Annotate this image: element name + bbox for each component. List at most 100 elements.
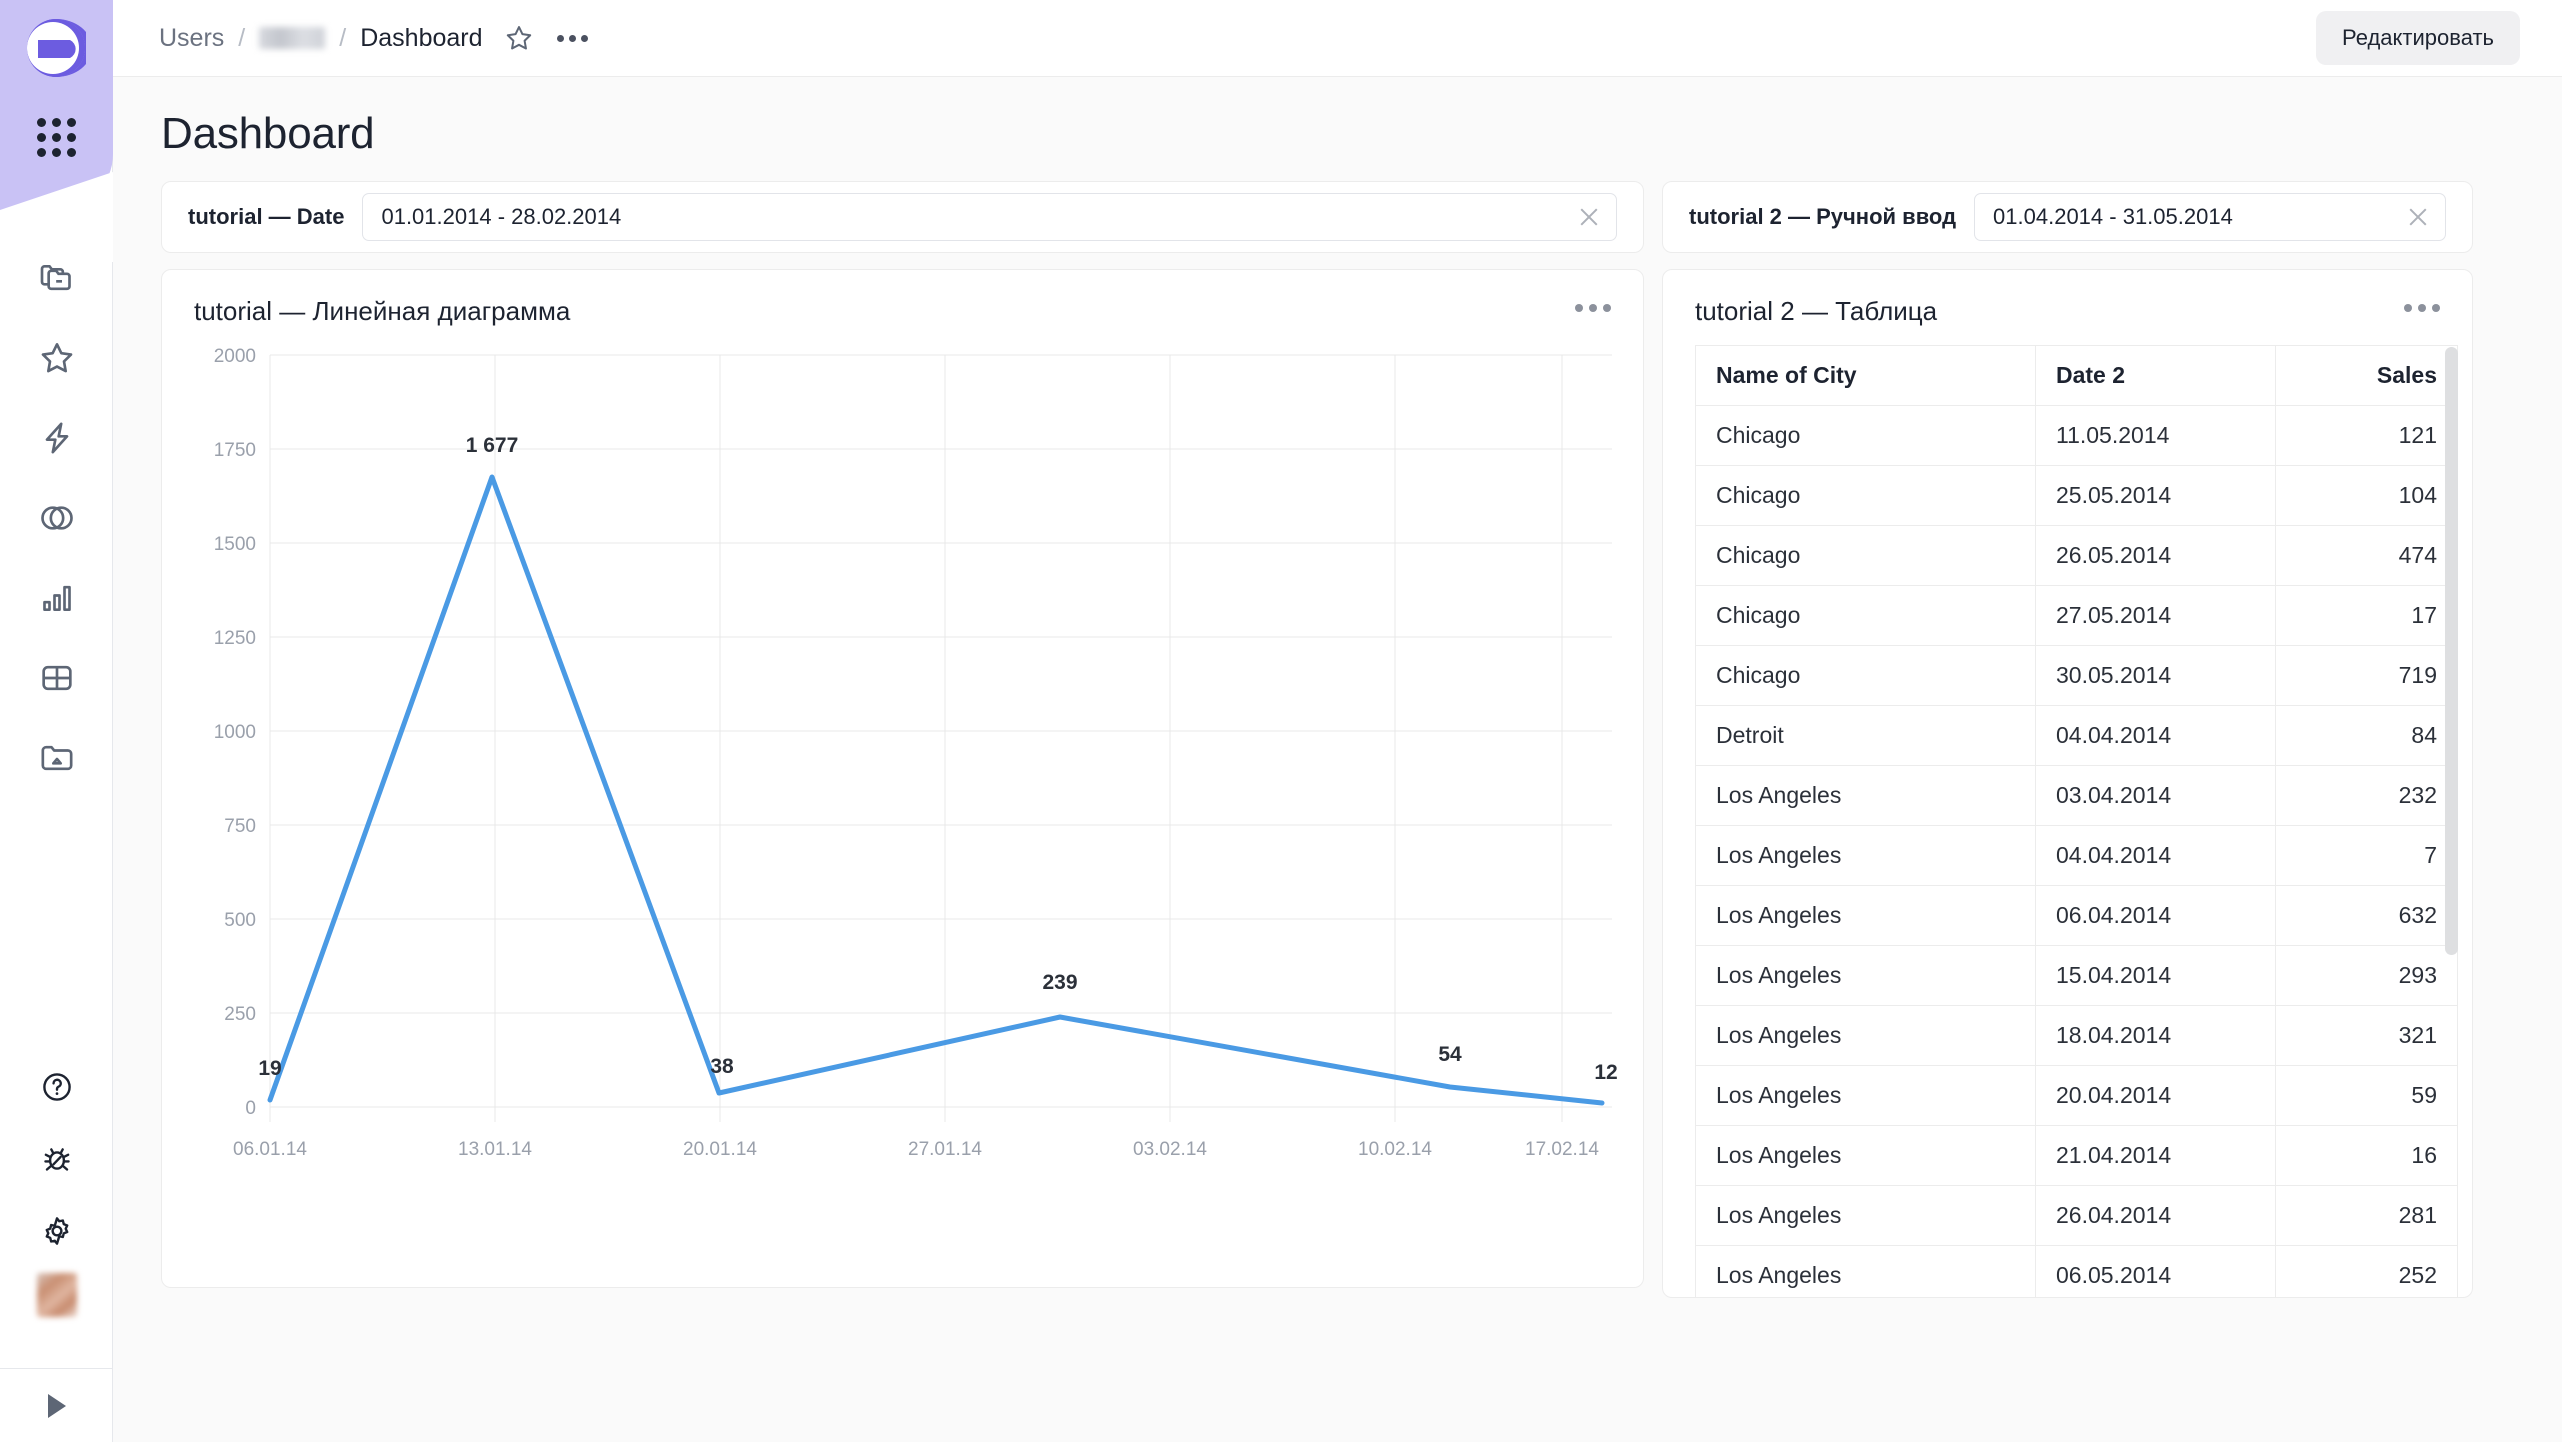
svg-text:500: 500 bbox=[224, 910, 256, 931]
table-body: Chicago 11.05.2014 121 Chicago 25.05.2014 104… bbox=[1695, 405, 2458, 1297]
sidebar-item-quick[interactable] bbox=[0, 398, 113, 478]
sidebar-item-favorites[interactable] bbox=[0, 318, 113, 398]
cell-sales: 84 bbox=[2275, 705, 2458, 766]
filter-input[interactable]: 01.01.2014 - 28.02.2014 bbox=[362, 193, 1617, 241]
table-row[interactable]: Chicago 25.05.2014 104 bbox=[1695, 465, 2458, 526]
sidebar-item-tables[interactable] bbox=[0, 638, 113, 718]
column-header-city[interactable]: Name of City bbox=[1695, 345, 2036, 406]
line-chart: 2000 1750 1500 1250 1000 750 500 250 0 bbox=[162, 337, 1643, 1287]
avatar[interactable] bbox=[0, 1273, 113, 1317]
cell-city: Detroit bbox=[1695, 705, 2036, 766]
table-row[interactable]: Los Angeles 21.04.2014 16 bbox=[1695, 1125, 2458, 1186]
table-row[interactable]: Los Angeles 03.04.2014 232 bbox=[1695, 765, 2458, 826]
cell-city: Los Angeles bbox=[1695, 765, 2036, 826]
table-row[interactable]: Chicago 27.05.2014 17 bbox=[1695, 585, 2458, 646]
filter-manual-input: tutorial 2 — Ручной ввод 01.04.2014 - 31… bbox=[1662, 181, 2473, 253]
sidebar bbox=[0, 0, 113, 1442]
breadcrumb-current: Dashboard bbox=[360, 23, 483, 52]
table-row[interactable]: Los Angeles 26.04.2014 281 bbox=[1695, 1185, 2458, 1246]
breadcrumb-separator-1: / bbox=[238, 23, 246, 52]
table-header-row: Name of City Date 2 Sales bbox=[1695, 345, 2458, 406]
svg-text:0: 0 bbox=[245, 1098, 256, 1119]
cell-sales: 321 bbox=[2275, 1005, 2458, 1066]
cell-sales: 16 bbox=[2275, 1125, 2458, 1186]
svg-text:03.02.14: 03.02.14 bbox=[1133, 1139, 1207, 1160]
more-dots-icon bbox=[556, 34, 564, 42]
sidebar-item-help[interactable] bbox=[0, 1051, 113, 1123]
favorite-star-button[interactable] bbox=[503, 22, 535, 54]
sidebar-item-media[interactable] bbox=[0, 718, 113, 798]
cell-sales: 281 bbox=[2275, 1185, 2458, 1246]
table-row[interactable]: Chicago 30.05.2014 719 bbox=[1695, 645, 2458, 706]
filter-value: 01.01.2014 - 28.02.2014 bbox=[381, 204, 622, 229]
chart-y-ticks: 2000 1750 1500 1250 1000 750 500 250 0 bbox=[214, 346, 256, 1119]
sidebar-item-charts[interactable] bbox=[0, 558, 113, 638]
svg-text:10.02.14: 10.02.14 bbox=[1358, 1139, 1432, 1160]
chart-panel-menu-button[interactable] bbox=[1571, 296, 1615, 320]
svg-text:27.01.14: 27.01.14 bbox=[908, 1139, 982, 1160]
topbar: Users / / Dashboard Редактировать bbox=[113, 0, 2562, 77]
svg-text:06.01.14: 06.01.14 bbox=[233, 1139, 307, 1160]
cell-city: Chicago bbox=[1695, 585, 2036, 646]
sidebar-item-folders[interactable] bbox=[0, 238, 113, 318]
cell-date: 26.05.2014 bbox=[2035, 525, 2276, 586]
table-row[interactable]: Los Angeles 04.04.2014 7 bbox=[1695, 825, 2458, 886]
svg-text:239: 239 bbox=[1042, 971, 1077, 994]
column-header-sales[interactable]: Sales bbox=[2275, 345, 2458, 406]
cell-date: 11.05.2014 bbox=[2035, 405, 2276, 466]
breadcrumb-more-button[interactable] bbox=[556, 34, 588, 42]
svg-text:750: 750 bbox=[224, 816, 256, 837]
cell-sales: 232 bbox=[2275, 765, 2458, 826]
svg-text:17.02.14: 17.02.14 bbox=[1525, 1139, 1599, 1160]
dashboard-column-right: tutorial 2 — Ручной ввод 01.04.2014 - 31… bbox=[1662, 181, 2473, 1298]
svg-text:2000: 2000 bbox=[214, 346, 256, 367]
breadcrumb-users[interactable]: Users bbox=[159, 23, 225, 52]
sidebar-item-datasets[interactable] bbox=[0, 478, 113, 558]
cell-city: Los Angeles bbox=[1695, 825, 2036, 886]
cell-city: Chicago bbox=[1695, 525, 2036, 586]
table-row[interactable]: Chicago 11.05.2014 121 bbox=[1695, 405, 2458, 466]
sidebar-item-report-bug[interactable] bbox=[0, 1123, 113, 1195]
breadcrumb-redacted[interactable] bbox=[259, 27, 326, 49]
filter-label: tutorial 2 — Ручной ввод bbox=[1689, 204, 1957, 229]
filter-input[interactable]: 01.04.2014 - 31.05.2014 bbox=[1974, 193, 2446, 241]
chart-gridlines bbox=[270, 354, 1612, 1108]
apps-grid-dots bbox=[36, 117, 76, 157]
app-logo[interactable] bbox=[26, 18, 92, 78]
filter-label: tutorial — Date bbox=[188, 204, 345, 229]
bar-chart-icon bbox=[42, 585, 71, 611]
page-title: Dashboard bbox=[161, 109, 375, 158]
line-chart-svg: 2000 1750 1500 1250 1000 750 500 250 0 bbox=[214, 346, 1618, 1160]
edit-button[interactable]: Редактировать bbox=[2316, 11, 2520, 65]
cell-date: 25.05.2014 bbox=[2035, 465, 2276, 526]
sidebar-item-settings[interactable] bbox=[0, 1195, 113, 1267]
cell-sales: 293 bbox=[2275, 945, 2458, 1006]
table-row[interactable]: Los Angeles 20.04.2014 59 bbox=[1695, 1065, 2458, 1126]
table-row[interactable]: Detroit 04.04.2014 84 bbox=[1695, 705, 2458, 766]
svg-text:12: 12 bbox=[1594, 1061, 1617, 1084]
sidebar-expand-button[interactable] bbox=[0, 1368, 113, 1442]
close-icon[interactable] bbox=[1576, 204, 1602, 230]
svg-text:20.01.14: 20.01.14 bbox=[683, 1139, 757, 1160]
apps-grid-icon[interactable] bbox=[26, 108, 86, 166]
table-panel-menu-button[interactable] bbox=[2400, 296, 2444, 320]
column-header-date[interactable]: Date 2 bbox=[2035, 345, 2276, 406]
close-icon[interactable] bbox=[2405, 204, 2431, 230]
breadcrumb-separator-2: / bbox=[339, 23, 347, 52]
table-row[interactable]: Los Angeles 18.04.2014 321 bbox=[1695, 1005, 2458, 1066]
table-row[interactable]: Los Angeles 15.04.2014 293 bbox=[1695, 945, 2458, 1006]
table-scrollbar[interactable] bbox=[2445, 347, 2458, 955]
table-row[interactable]: Chicago 26.05.2014 474 bbox=[1695, 525, 2458, 586]
svg-text:1750: 1750 bbox=[214, 440, 256, 461]
table-panel: tutorial 2 — Таблица Name of City Date 2 bbox=[1662, 269, 2473, 1298]
table-row[interactable]: Los Angeles 06.05.2014 252 bbox=[1695, 1245, 2458, 1297]
table-row[interactable]: Los Angeles 06.04.2014 632 bbox=[1695, 885, 2458, 946]
svg-text:1 677: 1 677 bbox=[466, 434, 519, 457]
avatar-image bbox=[36, 1273, 77, 1317]
svg-text:54: 54 bbox=[1438, 1043, 1462, 1066]
help-icon bbox=[42, 1073, 71, 1101]
svg-text:38: 38 bbox=[710, 1055, 734, 1078]
chart-series-line bbox=[267, 474, 1605, 1106]
cell-city: Los Angeles bbox=[1695, 1065, 2036, 1126]
